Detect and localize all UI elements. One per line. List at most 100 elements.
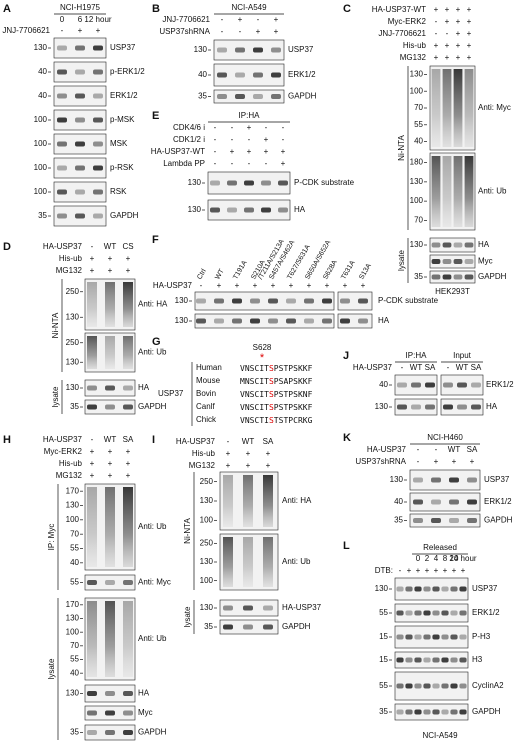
mw-marker: 55 bbox=[379, 608, 388, 617]
site-star: * bbox=[260, 352, 265, 364]
blot-label: USP37 bbox=[484, 475, 510, 484]
treatment-sign: WT bbox=[456, 363, 469, 372]
treatment-sign: + bbox=[425, 566, 430, 575]
band bbox=[123, 691, 133, 696]
band bbox=[322, 298, 332, 304]
row-label: Lambda PP bbox=[163, 159, 205, 168]
band bbox=[253, 94, 263, 99]
band bbox=[57, 165, 67, 171]
treatment-sign: + bbox=[281, 159, 286, 168]
mw-marker: 130 bbox=[66, 312, 80, 321]
mw-marker: 100 bbox=[34, 139, 48, 148]
blot-label: Anti: Myc bbox=[138, 578, 171, 587]
species-name: Mouse bbox=[196, 376, 221, 385]
mw-marker: 170 bbox=[66, 600, 80, 609]
band bbox=[87, 730, 97, 735]
mw-marker: 40 bbox=[379, 380, 388, 389]
band bbox=[75, 117, 85, 123]
blot-label: HA bbox=[294, 205, 306, 214]
treatment-sign: - bbox=[282, 123, 285, 132]
panel-title: IP:HA bbox=[239, 111, 261, 120]
band bbox=[449, 499, 459, 505]
treatment-sign: + bbox=[108, 254, 113, 263]
panel-letter: A bbox=[3, 3, 11, 15]
row-label: His-ub bbox=[59, 254, 83, 263]
band bbox=[423, 683, 431, 689]
band bbox=[397, 382, 407, 388]
band bbox=[414, 634, 422, 640]
treatment-sign: + bbox=[361, 281, 366, 290]
species-name: Chick bbox=[196, 415, 217, 424]
mw-marker: 15 bbox=[379, 632, 388, 641]
treatment-sign: + bbox=[246, 461, 251, 470]
band bbox=[431, 274, 441, 280]
time-label: 2 bbox=[425, 554, 430, 563]
mw-marker: 40 bbox=[38, 91, 47, 100]
blot bbox=[394, 398, 438, 416]
band bbox=[214, 318, 224, 324]
treatment-sign: - bbox=[227, 437, 230, 446]
band bbox=[261, 207, 271, 213]
band bbox=[450, 610, 458, 616]
band bbox=[123, 730, 133, 735]
band bbox=[75, 69, 85, 75]
blot-label: P-CDK substrate bbox=[378, 296, 439, 305]
mw-marker: 130 bbox=[175, 316, 189, 325]
treatment-sign: + bbox=[226, 449, 231, 458]
band bbox=[217, 72, 227, 78]
treatment-sign: + bbox=[90, 459, 95, 468]
blot bbox=[194, 291, 335, 311]
treatment-sign: WT bbox=[242, 437, 255, 446]
band bbox=[423, 657, 431, 663]
band bbox=[250, 318, 260, 324]
blot-label: P-CDK substrate bbox=[294, 178, 355, 187]
treatment-sign: WT bbox=[410, 363, 423, 372]
mw-marker: 100 bbox=[200, 515, 214, 524]
row-label: JNJ-7706621 bbox=[378, 29, 426, 38]
group-title: Input bbox=[453, 351, 472, 360]
treatment-sign: + bbox=[90, 471, 95, 480]
smear bbox=[87, 336, 97, 369]
band bbox=[87, 404, 97, 410]
band bbox=[423, 709, 431, 715]
smear bbox=[223, 537, 233, 587]
band bbox=[244, 207, 254, 213]
blot-label: ERK1/2 bbox=[288, 70, 316, 79]
treatment-sign: + bbox=[90, 254, 95, 263]
band bbox=[450, 683, 458, 689]
blot-label: Anti: Ub bbox=[138, 634, 167, 643]
treatment-sign: + bbox=[274, 27, 279, 36]
treatment-sign: + bbox=[108, 266, 113, 275]
band bbox=[467, 499, 477, 505]
mw-marker: 130 bbox=[66, 357, 80, 366]
blot-label: GAPDH bbox=[110, 211, 139, 220]
band bbox=[278, 207, 288, 213]
mw-marker: 250 bbox=[66, 287, 80, 296]
band bbox=[196, 298, 206, 304]
section-label: lysate bbox=[397, 250, 406, 271]
smear bbox=[105, 282, 115, 327]
site-label: S628 bbox=[253, 343, 272, 352]
band bbox=[450, 634, 458, 640]
band bbox=[443, 404, 453, 410]
band bbox=[467, 477, 477, 483]
band bbox=[93, 165, 103, 171]
treatment-sign: - bbox=[231, 123, 234, 132]
band bbox=[396, 683, 404, 689]
blot-label: USP37 bbox=[110, 43, 136, 52]
band bbox=[464, 259, 474, 264]
mw-marker: 70 bbox=[414, 103, 423, 112]
smear bbox=[243, 475, 253, 527]
section-label: Ni-NTA bbox=[183, 518, 192, 544]
treatment-sign: + bbox=[126, 266, 131, 275]
treatment-sign: + bbox=[461, 566, 466, 575]
band bbox=[453, 242, 463, 248]
band bbox=[431, 242, 441, 248]
band bbox=[250, 298, 260, 304]
band bbox=[57, 141, 67, 147]
band bbox=[217, 47, 227, 53]
treatment-sign: - bbox=[221, 15, 224, 24]
treatment-sign: - bbox=[446, 29, 449, 38]
mw-marker: 40 bbox=[394, 497, 403, 506]
band bbox=[459, 610, 467, 616]
